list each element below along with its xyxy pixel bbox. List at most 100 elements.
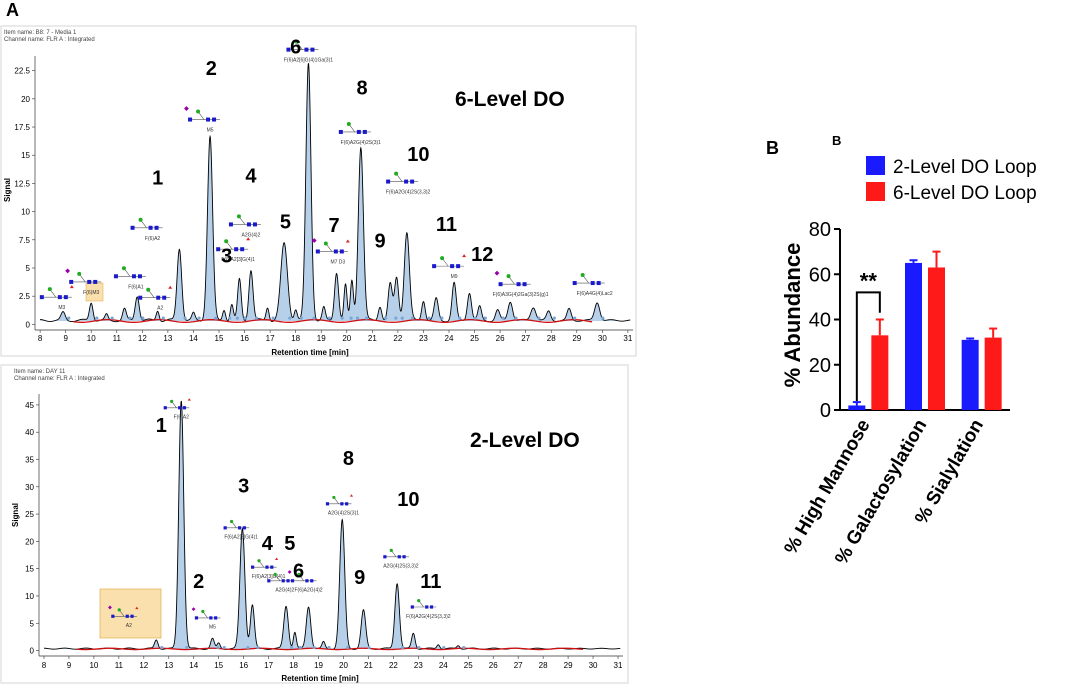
- x-tick-label: 12: [139, 661, 148, 670]
- glycan-label: A2: [157, 306, 163, 312]
- integration-marker: [340, 316, 344, 320]
- glcnac-square-icon: [130, 225, 135, 230]
- y-tick-label: 30: [25, 483, 34, 492]
- x-tick-label: 30: [598, 334, 607, 343]
- glycan-structure-icon: [184, 106, 221, 122]
- x-tick-label: 26: [489, 661, 498, 670]
- x-tick-label: 11: [115, 661, 124, 670]
- y-tick-label: 15: [21, 151, 30, 160]
- peak-number-label: 2: [206, 58, 217, 80]
- y-tick-label: 45: [25, 401, 34, 410]
- peak-numbers: 1 2 3 4 5 6 8 9 10 11: [156, 415, 442, 593]
- glcnac-square-icon: [87, 279, 92, 284]
- y-tick-label: 17.5: [14, 123, 30, 132]
- integration-marker: [141, 316, 145, 320]
- glycan-structure-icon: [251, 557, 279, 569]
- glcnac-square-icon: [286, 579, 290, 583]
- integration-baseline: [73, 318, 593, 323]
- x-tick-label: 30: [589, 661, 598, 670]
- x-tick-label: 15: [215, 334, 224, 343]
- peak-number-label: 1: [156, 415, 167, 437]
- glcnac-square-icon: [216, 247, 221, 252]
- glcnac-square-icon: [429, 605, 434, 609]
- glcnac-square-icon: [362, 129, 367, 134]
- integration-marker: [254, 316, 259, 320]
- glcnac-square-icon: [402, 555, 406, 559]
- glcnac-square-icon: [305, 579, 309, 583]
- glycan-structure-icon: [267, 572, 293, 583]
- panel-b-sublabel: B: [832, 133, 841, 148]
- x-axis-label: Retention time [min]: [281, 674, 359, 683]
- mannose-circle-icon: [201, 609, 205, 614]
- glcnac-square-icon: [410, 179, 415, 184]
- glycan-label: F(6)A2[3]G(4)1: [221, 257, 255, 263]
- glycan-label: F(6)A2[3]G(4)1: [252, 574, 286, 580]
- integration-marker: [228, 316, 232, 320]
- glcnac-square-icon: [93, 279, 98, 284]
- fucose-triangle-icon: [462, 254, 467, 258]
- glycan-label: M3: [58, 305, 65, 311]
- glycan-label: F(6)A4G(4)Lac2: [577, 291, 613, 297]
- glcnac-square-icon: [456, 264, 461, 269]
- x-tick-label: 22: [389, 661, 398, 670]
- y-tick-label: 22.5: [14, 67, 30, 76]
- x-ticks: 8 9 10 11 12 13 14 15 16 17 18 19 20 21 22 23 24 25 26 27 28…: [38, 330, 633, 343]
- integration-marker: [327, 316, 331, 320]
- glcnac-square-icon: [206, 117, 211, 122]
- glcnac-square-icon: [310, 47, 315, 52]
- peak-number-label: 8: [343, 448, 354, 470]
- integration-marker: [243, 316, 247, 320]
- glcnac-square-icon: [69, 279, 74, 284]
- x-tick-label: 31: [614, 661, 623, 670]
- mannose-circle-icon: [170, 399, 174, 403]
- legend-swatch-2-level: [866, 156, 885, 175]
- mannose-circle-icon: [77, 271, 82, 276]
- integration-marker: [410, 316, 415, 320]
- glcnac-square-icon: [57, 295, 62, 300]
- integration-marker: [216, 645, 220, 650]
- integration-marker: [440, 316, 444, 320]
- bar-y-tick-label: 60: [809, 264, 831, 286]
- mannose-circle-icon: [229, 519, 234, 524]
- x-tick-label: 26: [496, 334, 505, 343]
- glycan-label: F(6)A2[6]G(4)1Ga(3)1: [284, 58, 333, 64]
- x-tick-label: 19: [317, 334, 326, 343]
- x-tick-label: 16: [239, 661, 248, 670]
- integration-marker: [462, 645, 466, 650]
- glcnac-square-icon: [339, 249, 344, 254]
- highlight-box: [99, 588, 162, 639]
- y-tick-label: 20: [25, 537, 34, 546]
- x-tick-label: 16: [240, 334, 249, 343]
- glycan-label: F(6)A2G(4)2: [295, 588, 323, 594]
- x-tick-label: 27: [514, 661, 523, 670]
- integration-marker: [458, 316, 462, 320]
- integration-marker: [67, 316, 71, 320]
- glcnac-square-icon: [209, 616, 213, 620]
- y-tick-label: 0: [30, 647, 35, 656]
- x-tick-label: 21: [364, 661, 373, 670]
- mannose-circle-icon: [417, 598, 421, 603]
- glcnac-square-icon: [162, 295, 167, 300]
- glcnac-square-icon: [345, 502, 349, 506]
- x-tick-label: 9: [67, 661, 72, 670]
- x-tick-label: 28: [539, 661, 548, 670]
- y-tick-label: 20: [21, 95, 30, 104]
- glycan-label: A2G(4)2: [241, 232, 260, 238]
- glcnac-square-icon: [340, 502, 344, 506]
- glcnac-square-icon: [131, 274, 136, 279]
- glycan-structure-icon: [338, 121, 371, 134]
- glycan-structure-icon: [191, 607, 221, 620]
- x-tick-label: 18: [289, 661, 298, 670]
- glcnac-square-icon: [188, 117, 193, 122]
- bar-marks: **: [848, 250, 1002, 410]
- glycan-structure-icon: [287, 570, 317, 583]
- glycan-label: F(6)A1: [128, 284, 144, 290]
- peak-number-label: 6: [293, 560, 304, 582]
- x-tick-label: 8: [38, 334, 43, 343]
- chromatogram-trace: [40, 63, 631, 323]
- glcnac-square-icon: [304, 47, 309, 52]
- glycan-structure-icon: [572, 273, 605, 286]
- y-ticks: 0 2.5 5 7.5 10 12.5 15 17.5 20 22.5: [14, 67, 35, 329]
- bar-y-axis-label: % Abundance: [780, 243, 805, 388]
- peak-number-label: 10: [407, 144, 429, 166]
